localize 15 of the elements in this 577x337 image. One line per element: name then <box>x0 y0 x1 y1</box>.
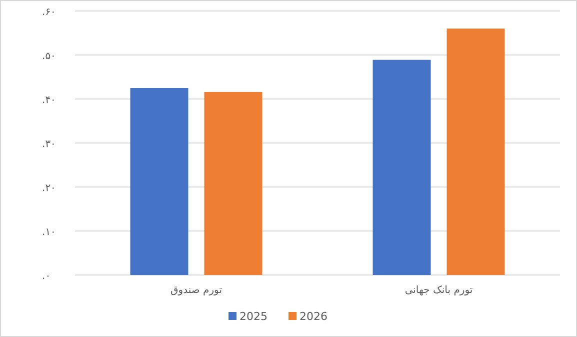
y-tick-label: ۴۰. <box>42 95 56 106</box>
y-tick-label: ۱۰. <box>42 227 56 238</box>
bar <box>446 28 505 275</box>
bar <box>204 92 262 275</box>
y-tick-label: ۰. <box>42 271 51 282</box>
x-tick-label: تورم صندوق <box>170 285 222 296</box>
legend-label: 2025 <box>240 310 268 323</box>
y-tick-label: ۳۰. <box>42 139 56 150</box>
legend-label: 2026 <box>300 310 328 323</box>
x-tick-label: تورم بانک جهانی <box>404 285 473 296</box>
y-tick-label: ۶۰. <box>42 7 56 18</box>
bar <box>372 60 431 275</box>
y-tick-label: ۵۰. <box>42 51 56 62</box>
y-tick-label: ۲۰. <box>42 183 56 194</box>
bar <box>130 88 188 275</box>
